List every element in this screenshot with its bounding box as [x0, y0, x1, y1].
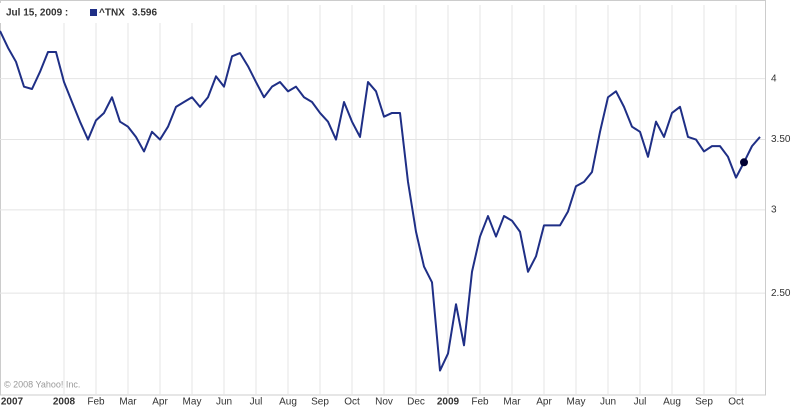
x-tick-label: Mar — [503, 397, 521, 408]
x-tick-label: 2009 — [437, 397, 460, 408]
x-tick-label: Apr — [536, 397, 552, 408]
legend-value: 3.596 — [132, 8, 157, 19]
plot-frame — [0, 0, 766, 396]
marks — [0, 30, 761, 372]
x-tick-label: Aug — [279, 397, 297, 408]
x-tick-label: Jun — [216, 397, 232, 408]
header-box — [0, 3, 200, 23]
date-label: Jul 15, 2009 : — [6, 8, 68, 19]
x-tick-label: Oct — [728, 397, 744, 408]
x-tick-label: Apr — [152, 397, 168, 408]
x-tick-label: Sep — [695, 397, 713, 408]
x-tick-label: Oct — [344, 397, 360, 408]
x-tick-label: Dec — [407, 397, 425, 408]
x-tick-label: 2007 — [1, 397, 24, 408]
line-series — [0, 30, 761, 372]
y-tick-label: 3 — [771, 205, 777, 216]
legend-name: ^TNX — [99, 8, 125, 19]
x-tick-label: Jun — [600, 397, 616, 408]
grid — [0, 5, 765, 395]
y-tick-label: 4 — [771, 73, 777, 84]
y-tick-label: 2.50 — [771, 288, 791, 299]
x-tick-label: 2008 — [53, 397, 76, 408]
x-tick-label: Jul — [634, 397, 647, 408]
x-tick-label: Jul — [250, 397, 263, 408]
x-tick-label: May — [567, 397, 586, 408]
x-tick-label: Aug — [663, 397, 681, 408]
x-tick-label: Mar — [119, 397, 137, 408]
copyright: © 2008 Yahoo! Inc. — [4, 379, 80, 389]
x-tick-label: Feb — [87, 397, 105, 408]
marker-dot — [740, 158, 748, 167]
x-tick-label: Feb — [471, 397, 489, 408]
x-tick-label: Nov — [375, 397, 393, 408]
legend-swatch — [90, 9, 97, 16]
x-tick-label: May — [183, 397, 202, 408]
x-tick-label: Sep — [311, 397, 329, 408]
y-tick-label: 3.50 — [771, 134, 791, 145]
